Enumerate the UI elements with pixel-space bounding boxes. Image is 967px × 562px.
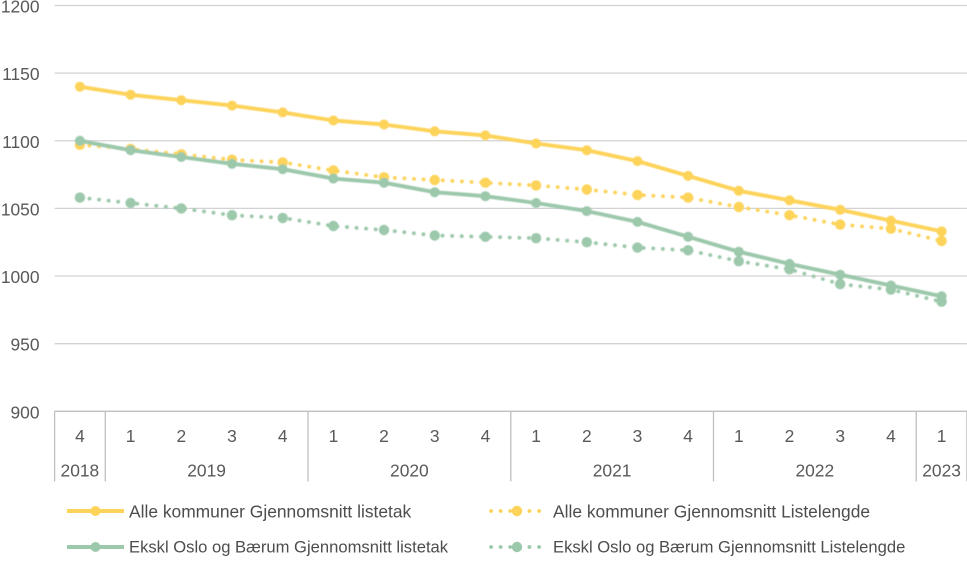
- svg-text:2018: 2018: [61, 460, 100, 480]
- svg-text:1150: 1150: [2, 64, 39, 84]
- svg-text:Alle kommuner Gjennomsnitt Lis: Alle kommuner Gjennomsnitt Listelengde: [553, 501, 870, 521]
- svg-text:3: 3: [633, 426, 643, 446]
- svg-text:2: 2: [176, 426, 186, 446]
- svg-text:4: 4: [683, 426, 693, 446]
- svg-text:1: 1: [531, 426, 541, 446]
- svg-text:2019: 2019: [187, 460, 226, 480]
- svg-text:2021: 2021: [593, 460, 632, 480]
- svg-text:1050: 1050: [1, 199, 40, 219]
- svg-text:1: 1: [329, 426, 339, 446]
- svg-text:2022: 2022: [795, 460, 834, 480]
- svg-text:Ekskl Oslo og Bærum Gjennomsni: Ekskl Oslo og Bærum Gjennomsnitt Listele…: [553, 538, 905, 557]
- svg-text:Alle kommuner Gjennomsnitt lis: Alle kommuner Gjennomsnitt listetak: [129, 501, 412, 521]
- svg-text:900: 900: [10, 402, 39, 422]
- svg-text:1100: 1100: [2, 132, 39, 152]
- svg-text:2: 2: [582, 426, 592, 446]
- svg-text:4: 4: [278, 426, 288, 446]
- svg-text:3: 3: [835, 426, 845, 446]
- svg-text:4: 4: [481, 426, 491, 446]
- svg-text:950: 950: [10, 335, 39, 355]
- svg-text:2: 2: [785, 426, 795, 446]
- svg-text:1: 1: [734, 426, 744, 446]
- svg-text:3: 3: [430, 426, 440, 446]
- svg-text:1: 1: [937, 426, 947, 446]
- svg-text:2020: 2020: [390, 460, 429, 480]
- svg-text:1000: 1000: [1, 267, 40, 287]
- svg-text:4: 4: [75, 426, 85, 446]
- svg-text:1200: 1200: [1, 0, 40, 17]
- svg-text:2: 2: [379, 426, 389, 446]
- svg-text:1: 1: [126, 426, 136, 446]
- svg-text:3: 3: [227, 426, 237, 446]
- svg-text:2023: 2023: [922, 460, 961, 480]
- svg-text:4: 4: [886, 426, 896, 446]
- svg-text:Ekskl Oslo og Bærum Gjennomsni: Ekskl Oslo og Bærum Gjennomsnitt listeta…: [129, 538, 449, 557]
